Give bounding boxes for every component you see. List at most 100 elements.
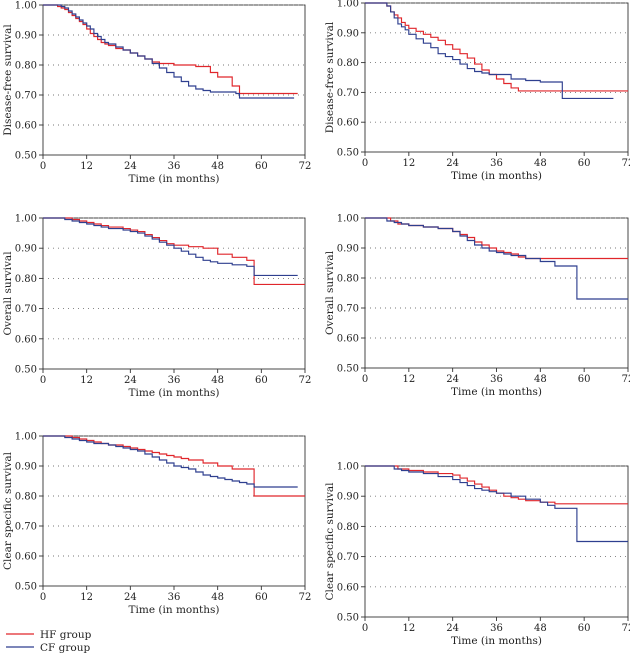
x-tick-label: 0 (362, 623, 368, 634)
series-line-cf (365, 2, 614, 99)
x-tick-label: 24 (446, 623, 459, 634)
y-tick-label: 0.90 (337, 244, 359, 255)
x-tick-label: 48 (211, 375, 224, 386)
x-tick-label: 60 (578, 374, 591, 385)
y-axis-title: Clear specific survival (324, 482, 336, 601)
x-axis-title: Time (in months) (451, 635, 542, 647)
x-tick-label: 12 (402, 623, 415, 634)
x-tick-label: 48 (211, 592, 224, 603)
series-line-cf (43, 4, 295, 99)
x-axis-title: Time (in months) (451, 386, 542, 398)
x-tick-label: 72 (299, 375, 312, 386)
y-tick-label: 0.60 (15, 552, 37, 563)
x-tick-label: 24 (124, 592, 137, 603)
x-tick-label: 24 (446, 374, 459, 385)
y-tick-label: 0.90 (15, 244, 37, 255)
x-axis-title: Time (in months) (129, 604, 220, 616)
x-tick-label: 60 (255, 592, 268, 603)
y-tick-label: 0.50 (15, 365, 37, 376)
y-tick-label: 0.60 (337, 334, 359, 345)
y-tick-label: 0.80 (337, 274, 359, 285)
y-tick-label: 1.00 (15, 1, 37, 12)
x-tick-label: 72 (622, 158, 630, 169)
x-tick-label: 12 (80, 161, 93, 172)
series-line-hf (43, 435, 305, 497)
x-tick-label: 0 (40, 592, 46, 603)
x-tick-label: 12 (80, 592, 93, 603)
x-tick-label: 36 (168, 161, 181, 172)
x-axis-title: Time (in months) (451, 170, 542, 182)
plot-frame (42, 217, 306, 370)
y-tick-label: 0.80 (337, 58, 359, 69)
x-tick-label: 24 (124, 161, 137, 172)
y-tick-label: 0.80 (15, 274, 37, 285)
y-tick-label: 0.50 (15, 151, 37, 162)
y-tick-label: 0.90 (15, 462, 37, 473)
y-tick-label: 1.00 (337, 462, 359, 473)
y-tick-label: 0.70 (337, 304, 359, 315)
x-tick-label: 72 (299, 592, 312, 603)
series-line-cf (365, 465, 628, 543)
y-tick-label: 0.70 (15, 304, 37, 315)
chart-panel-5: 0.50 0.60 0.70 0.80 0.90 1.00 0 12 24 36 48 60 72 Tim… (2, 432, 311, 617)
x-tick-label: 48 (534, 623, 547, 634)
y-tick-label: 1.00 (15, 432, 37, 443)
y-axis-title: Disease-free survival (324, 21, 336, 133)
x-tick-label: 12 (402, 158, 415, 169)
y-tick-label: 0.50 (337, 364, 359, 375)
plot-frame (42, 4, 306, 156)
x-tick-label: 0 (40, 375, 46, 386)
x-tick-label: 24 (446, 158, 459, 169)
series-line-hf (365, 2, 628, 92)
legend: HF group CF group (6, 629, 92, 653)
series-line-hf (43, 4, 298, 95)
y-tick-label: 1.00 (337, 214, 359, 225)
series-line-hf (365, 465, 628, 505)
x-tick-label: 48 (534, 374, 547, 385)
y-tick-label: 0.90 (337, 28, 359, 39)
y-tick-label: 0.70 (15, 522, 37, 533)
y-tick-label: 0.80 (15, 492, 37, 503)
y-tick-label: 0.90 (15, 31, 37, 42)
y-axis-title: Disease-free survival (2, 24, 14, 136)
y-tick-label: 1.00 (15, 214, 37, 225)
y-tick-label: 0.60 (337, 118, 359, 129)
chart-panel-2: 0.50 0.60 0.70 0.80 0.90 1.00 0 12 24 36 48 60 72 Tim… (324, 0, 630, 182)
series-line-cf (365, 217, 628, 300)
series-line-cf (43, 435, 298, 488)
x-axis-title: Time (in months) (129, 387, 220, 399)
y-axis-title: Overall survival (2, 251, 14, 336)
series-line-cf (43, 217, 298, 276)
y-tick-label: 0.70 (337, 88, 359, 99)
x-tick-label: 60 (255, 375, 268, 386)
y-tick-label: 1.00 (337, 0, 359, 10)
y-tick-label: 0.50 (337, 613, 359, 624)
x-tick-label: 12 (80, 375, 93, 386)
x-axis-title: Time (in months) (129, 173, 220, 185)
x-tick-label: 60 (255, 161, 268, 172)
legend-label-cf: CF group (40, 642, 90, 653)
y-axis-title: Overall survival (324, 250, 336, 335)
y-tick-label: 0.60 (15, 334, 37, 345)
series-line-hf (43, 217, 305, 285)
x-tick-label: 60 (578, 158, 591, 169)
plot-frame (364, 217, 629, 369)
x-tick-label: 36 (490, 623, 503, 634)
x-tick-label: 60 (578, 623, 591, 634)
x-tick-label: 36 (168, 375, 181, 386)
y-tick-label: 0.90 (337, 492, 359, 503)
chart-panel-3: 0.50 0.60 0.70 0.80 0.90 1.00 0 12 24 36 48 60 72 Tim… (2, 214, 311, 400)
y-axis-title: Clear specific survival (2, 451, 14, 570)
x-tick-label: 36 (490, 158, 503, 169)
y-tick-label: 0.80 (15, 61, 37, 72)
y-tick-label: 0.80 (337, 522, 359, 533)
x-tick-label: 36 (490, 374, 503, 385)
chart-panel-1: 0.50 0.60 0.70 0.80 0.90 1.00 0 12 24 36 48 60 72 Tim… (2, 1, 311, 186)
x-tick-label: 12 (402, 374, 415, 385)
x-tick-label: 72 (622, 374, 630, 385)
y-tick-label: 0.70 (337, 552, 359, 563)
x-tick-label: 0 (362, 374, 368, 385)
y-tick-label: 0.50 (337, 148, 359, 159)
x-tick-label: 0 (362, 158, 368, 169)
x-tick-label: 0 (40, 161, 46, 172)
